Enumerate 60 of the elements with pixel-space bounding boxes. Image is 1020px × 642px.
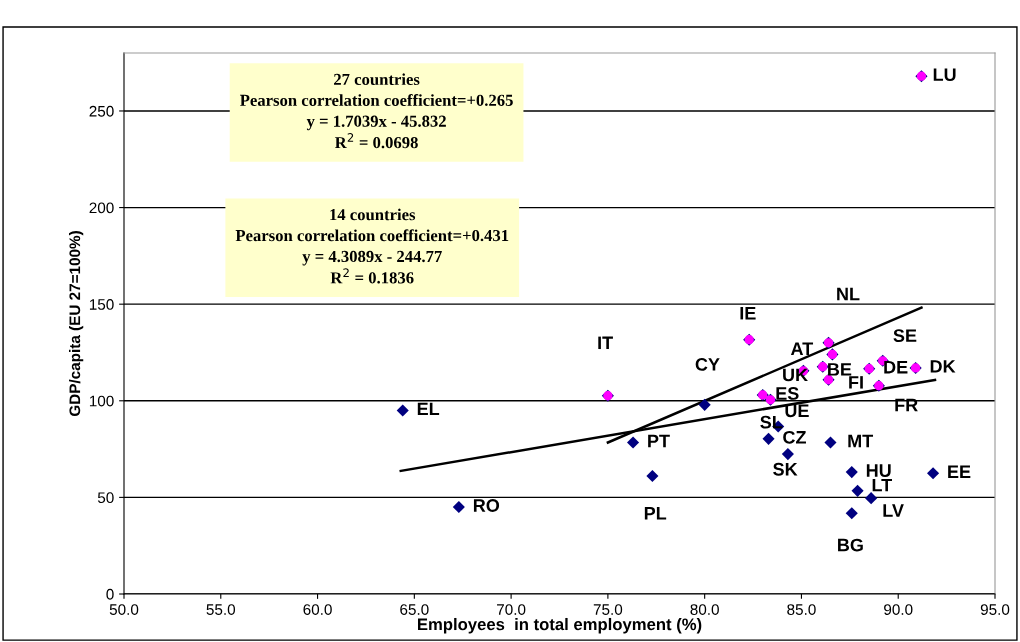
y-tick-label: 50 bbox=[97, 492, 114, 504]
y-axis-title: GDP/capita (EU 27=100%) bbox=[68, 231, 84, 417]
annotation: SE bbox=[893, 329, 917, 343]
annotation: BE bbox=[828, 363, 852, 376]
y-tick-label: 0 bbox=[106, 588, 114, 600]
point bbox=[927, 467, 940, 480]
annotation: IT bbox=[598, 336, 613, 350]
annotation: FI bbox=[849, 376, 863, 389]
x-tick-label: 75.0 bbox=[593, 604, 623, 615]
annotation: MT bbox=[848, 434, 874, 448]
annotation: HU bbox=[866, 464, 891, 477]
x-tick-label: 80.0 bbox=[690, 604, 719, 615]
annotation: SK bbox=[773, 462, 798, 476]
point bbox=[845, 507, 858, 520]
x-tick-label: 65.0 bbox=[400, 604, 429, 615]
annotation: SL bbox=[760, 415, 783, 429]
annotation: ES bbox=[776, 387, 799, 400]
x-axis-title: Employees in total employment (%) bbox=[418, 617, 702, 634]
point bbox=[646, 469, 659, 482]
point bbox=[627, 436, 640, 449]
annotation: AT bbox=[790, 342, 814, 355]
annotation: RO bbox=[473, 499, 500, 512]
x-tick-label: 85.0 bbox=[787, 604, 816, 615]
point bbox=[865, 492, 878, 505]
y-tick-label: 250 bbox=[89, 105, 114, 117]
y-tick-label: 150 bbox=[89, 299, 114, 310]
annotation: 14 countries Pearson correlation coefficient=+0.431 y = 4.3089x - 244.77 R$^{2}$ = 0.1836 bbox=[235, 208, 509, 284]
point bbox=[851, 484, 864, 497]
point bbox=[452, 501, 465, 514]
y-tick-label: 200 bbox=[89, 202, 114, 214]
annotation: UE bbox=[785, 404, 809, 418]
x-tick-label: 70.0 bbox=[497, 604, 526, 615]
x-tick-label: 50.0 bbox=[109, 604, 139, 615]
annotation: PL bbox=[644, 507, 667, 520]
annotation: 27 countries Pearson correlation coefficient=+0.265 y = 1.7039x - 45.832 R$^{2}$ = 0.0698 bbox=[240, 73, 513, 149]
annotation: EL bbox=[417, 402, 440, 416]
annotation: UK bbox=[783, 368, 808, 382]
point bbox=[762, 432, 775, 445]
annotation: LU bbox=[933, 68, 956, 82]
annotation: EE bbox=[948, 465, 971, 478]
annotation: LV bbox=[883, 504, 904, 517]
x-tick-label: 90.0 bbox=[884, 604, 913, 615]
x-tick-label: 60.0 bbox=[303, 604, 332, 615]
annotation: DK bbox=[930, 360, 956, 373]
point bbox=[845, 466, 858, 479]
annotation: CY bbox=[695, 358, 720, 371]
point bbox=[396, 404, 409, 417]
annotation: LT bbox=[872, 478, 892, 492]
annotation: IE bbox=[740, 306, 756, 320]
annotation: BG bbox=[838, 538, 863, 552]
point bbox=[781, 448, 794, 461]
annotation: CZ bbox=[783, 430, 806, 444]
annotation: DE bbox=[884, 360, 908, 374]
point bbox=[698, 398, 711, 411]
x-tick-label: 55.0 bbox=[206, 604, 236, 615]
x-tick-label: 95.0 bbox=[980, 604, 1010, 615]
y-tick-label: 100 bbox=[89, 395, 114, 407]
annotation: PT bbox=[648, 434, 670, 448]
point bbox=[824, 436, 837, 449]
annotation: NL bbox=[837, 287, 860, 301]
